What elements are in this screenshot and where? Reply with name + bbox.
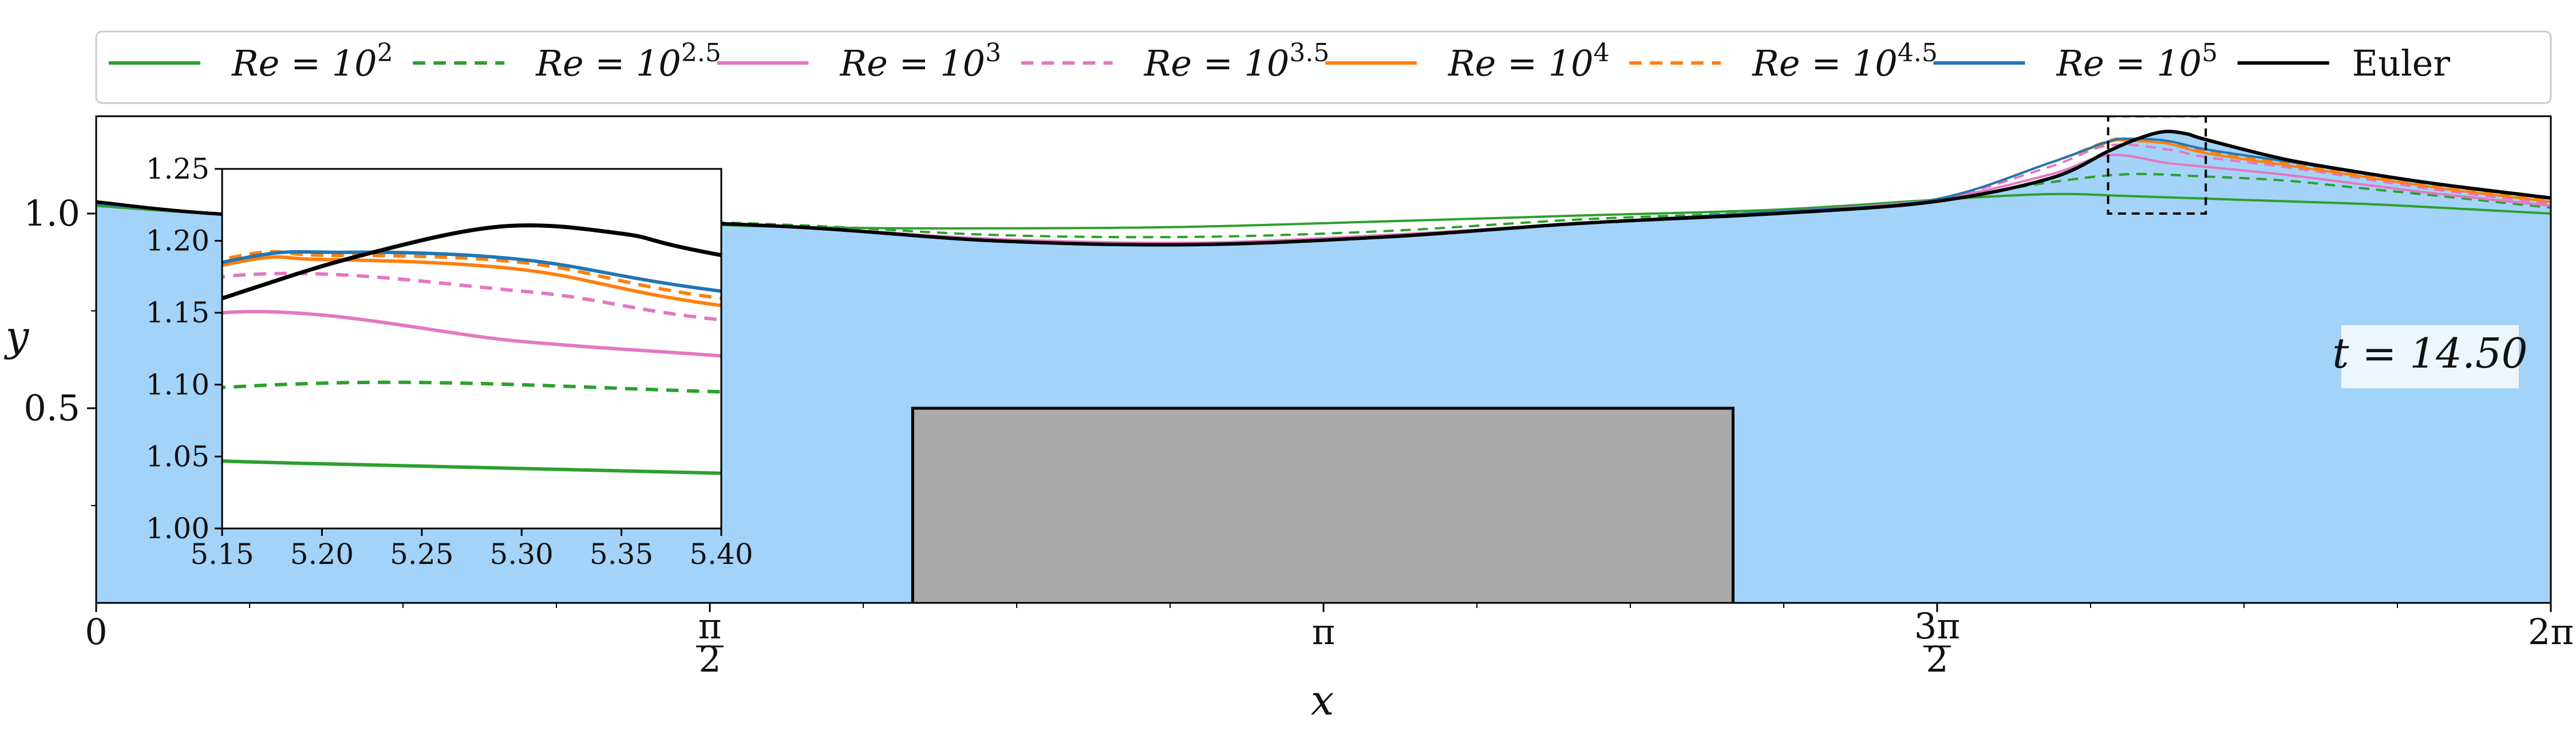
legend-item-2: Re = 103 [717,38,1002,85]
svg-text:2: 2 [698,638,721,680]
inset-x-tick-label-0: 5.15 [190,538,254,571]
x-tick-label-2: π [1312,611,1336,653]
x-tick-label-4: 2π [2528,611,2574,653]
inset-y-tick-label-2: 1.10 [146,368,210,401]
y-tick-label-1: 1.0 [23,192,80,234]
legend-item-4: Re = 104 [1325,38,1610,85]
inset-background [222,169,721,528]
svg-text:2: 2 [1926,638,1948,680]
inset-x-tick-label-5: 5.40 [689,538,753,571]
legend-label: Re = 105 [2056,38,2218,85]
x-axis-label: x [1311,676,1334,724]
svg-text:3π: 3π [1914,605,1960,647]
legend-item-0: Re = 102 [109,38,393,85]
svg-text:π: π [698,605,722,647]
legend-item-6: Re = 105 [1933,38,2218,85]
inset-x-tick-label-4: 5.35 [590,538,653,571]
inset-plot: 5.15 5.20 5.25 5.30 5.35 5.40 1.00 1.05 1.10 1.15… [146,152,753,571]
inset-y-tick-label-3: 1.15 [146,296,210,329]
y-axis-label: y [4,312,30,360]
legend-frame [95,30,2552,104]
inset-y-tick-label-1: 1.05 [146,440,210,473]
inset-axes-frame [221,168,722,530]
inset-x-tick-label-3: 5.30 [490,538,554,571]
inset-y-tick-label-4: 1.20 [146,224,210,258]
time-annotation: t = 14.50 [2332,325,2528,388]
legend-label: Euler [2352,42,2451,84]
legend-item-7: Euler [2237,42,2451,84]
inset-x-tick-label-1: 5.20 [290,538,354,571]
inset-y-tick-label-5: 1.25 [146,152,210,186]
time-annotation-text: t = 14.50 [2332,329,2527,377]
inset-x-tick-label-2: 5.25 [390,538,453,571]
obstacle [911,407,1735,603]
x-tick-label-3: 3π2 [1914,605,1960,680]
legend-label: Re = 102 [231,38,393,85]
legend-label: Re = 103 [840,38,1002,85]
legend: Re = 102 Re = 102.5 Re = 103 Re = 103.5 Re =… [95,30,2552,104]
x-tick-label-0: 0 [85,611,107,653]
inset-y-tick-label-0: 1.00 [146,512,210,545]
legend-label: Re = 104 [1448,38,1610,85]
y-tick-label-0: 0.5 [23,387,80,429]
x-tick-label-1: π2 [696,605,724,680]
